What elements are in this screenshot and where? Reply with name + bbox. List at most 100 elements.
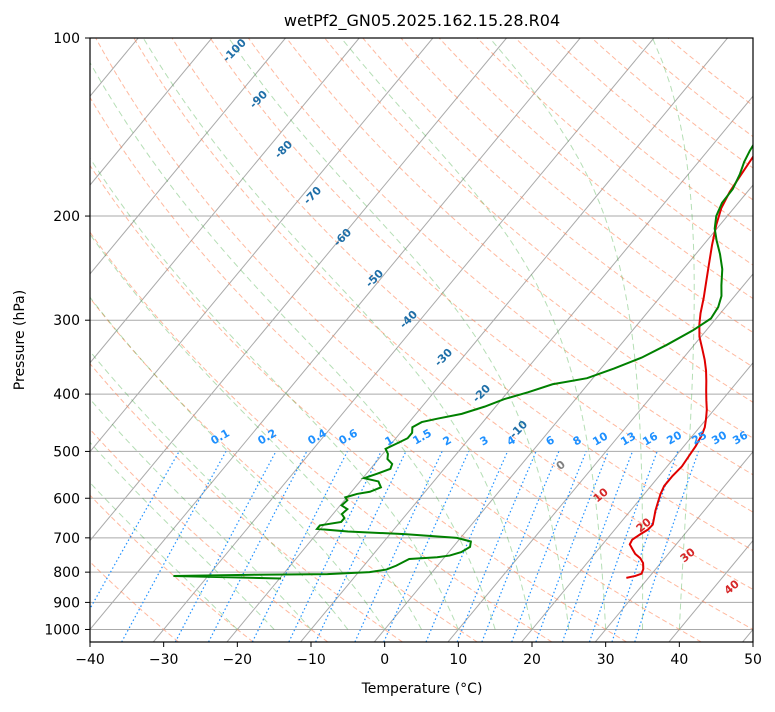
- moist-adiabat-line: [489, 38, 644, 630]
- mixing-ratio-line: [535, 451, 609, 642]
- isotherm-label: -90: [247, 88, 270, 111]
- moist-adiabat-line: [90, 157, 459, 630]
- isotherm-line: [447, 273, 753, 642]
- moist-adiabat-line: [90, 398, 312, 630]
- mixing-ratio-line: [425, 451, 509, 642]
- x-tick-label: 20: [523, 652, 541, 668]
- mixing-ratio-label: 10: [590, 429, 610, 448]
- moist-adiabat-line: [90, 350, 349, 630]
- dry-adiabat-line: [95, 38, 753, 631]
- isotherm-line: [90, 38, 286, 275]
- moist-adiabat-line: [90, 441, 275, 630]
- mixing-ratio-label: 20: [664, 428, 684, 447]
- moist-adiabat-line: [340, 38, 607, 630]
- isotherm-line: [90, 38, 213, 186]
- moist-adiabat-line: [90, 233, 422, 630]
- mixing-ratio-line: [456, 451, 537, 642]
- mixing-ratio-line: [588, 451, 658, 642]
- isotherm-label: -40: [397, 308, 420, 331]
- mixing-ratio-line: [251, 451, 348, 642]
- y-axis-label: Pressure (hPa): [12, 290, 28, 390]
- mixing-ratio-line: [174, 451, 277, 642]
- isotherm-label: -80: [272, 138, 295, 161]
- isotherm-label: -30: [432, 346, 455, 369]
- mixing-ratio-line: [481, 451, 560, 642]
- dry-adiabat-line: [133, 38, 753, 591]
- moist-adiabat-line: [228, 38, 570, 630]
- mixing-ratio-label: 25: [689, 429, 709, 448]
- y-tick-label: 800: [53, 565, 80, 581]
- mixing-ratio-label: 3: [478, 433, 491, 448]
- temperature-profile: [626, 155, 753, 579]
- x-tick-label: −20: [223, 652, 253, 668]
- mixing-ratio-label: 0.2: [256, 426, 279, 447]
- dry-adiabat-line: [591, 38, 753, 169]
- isotherm-line: [373, 184, 753, 642]
- moist-adiabat-line: [90, 296, 386, 630]
- isotherm-label: -70: [301, 184, 324, 207]
- y-tick-label: 700: [53, 531, 80, 547]
- dry-adiabat-line: [90, 164, 627, 642]
- dry-adiabat-line: [171, 38, 753, 551]
- x-tick-label: −10: [296, 652, 326, 668]
- mixing-ratio-line: [383, 451, 470, 642]
- moist-adiabat-label: 0: [554, 458, 568, 473]
- isotherm-line: [152, 38, 655, 642]
- mixing-ratio-label: 6: [544, 433, 557, 448]
- x-tick-label: 0: [380, 652, 389, 668]
- isotherm-line: [594, 450, 753, 642]
- isotherm-line: [226, 38, 728, 642]
- dry-adiabat-line: [286, 38, 753, 439]
- dry-adiabat-line: [90, 494, 254, 642]
- x-axis-label: Temperature (°C): [361, 681, 483, 697]
- isotherm-line: [742, 628, 753, 642]
- isotherm-line: [668, 539, 753, 642]
- dry-adiabat-line: [362, 38, 753, 368]
- isotherm-line: [521, 362, 753, 642]
- plot-area: [0, 38, 753, 642]
- mixing-ratio-label: 8: [571, 433, 584, 448]
- dry-adiabat-label: 30: [678, 545, 698, 565]
- isotherm-line: [0, 38, 65, 642]
- x-tick-label: −30: [149, 652, 179, 668]
- plot-frame: [89, 37, 754, 643]
- dry-adiabat-line: [209, 38, 753, 513]
- isotherm-line: [90, 38, 434, 453]
- mixing-ratio-label: 16: [640, 429, 660, 448]
- y-tick-label: 500: [53, 444, 80, 460]
- moist-adiabat-line: [90, 61, 496, 630]
- dewpoint-profile: [173, 143, 753, 580]
- y-tick-label: 100: [53, 31, 80, 47]
- dry-adiabat-line: [90, 231, 553, 642]
- mixing-ratio-line: [90, 451, 180, 610]
- mixing-ratio-label: 0.1: [209, 426, 232, 447]
- isotherm-label: -20: [470, 382, 493, 405]
- isotherm-line: [300, 95, 753, 642]
- dry-adiabat-label: 40: [722, 577, 742, 597]
- y-tick-label: 600: [53, 491, 80, 507]
- mixing-ratio-label: 1.5: [411, 426, 434, 447]
- dry-adiabat-line: [90, 428, 329, 642]
- mixing-ratio-label: 30: [709, 428, 729, 447]
- mixing-ratio-line: [511, 451, 587, 642]
- x-tick-label: 10: [449, 652, 467, 668]
- mixing-ratio-line: [208, 451, 308, 642]
- x-tick-label: 40: [670, 652, 688, 668]
- mixing-ratio-line: [121, 451, 227, 642]
- y-tick-label: 900: [53, 595, 80, 611]
- moist-adiabat-line: [652, 38, 695, 630]
- dry-adiabat-line: [90, 96, 702, 642]
- moist-adiabat-line: [142, 38, 533, 630]
- dry-adiabat-line: [515, 38, 753, 233]
- mixing-ratio-label: 0.6: [337, 426, 361, 447]
- chart-title: wetPf2_GN05.2025.162.15.28.R04: [284, 11, 560, 31]
- isotherm-line: [90, 38, 581, 631]
- dry-adiabat-label: 20: [634, 515, 654, 535]
- dry-adiabat-line: [400, 38, 753, 334]
- y-tick-label: 400: [53, 387, 80, 403]
- isotherm-line: [90, 38, 360, 364]
- mixing-ratio-line: [354, 451, 443, 642]
- mixing-ratio-label: 36: [730, 428, 750, 447]
- y-tick-label: 200: [53, 209, 80, 225]
